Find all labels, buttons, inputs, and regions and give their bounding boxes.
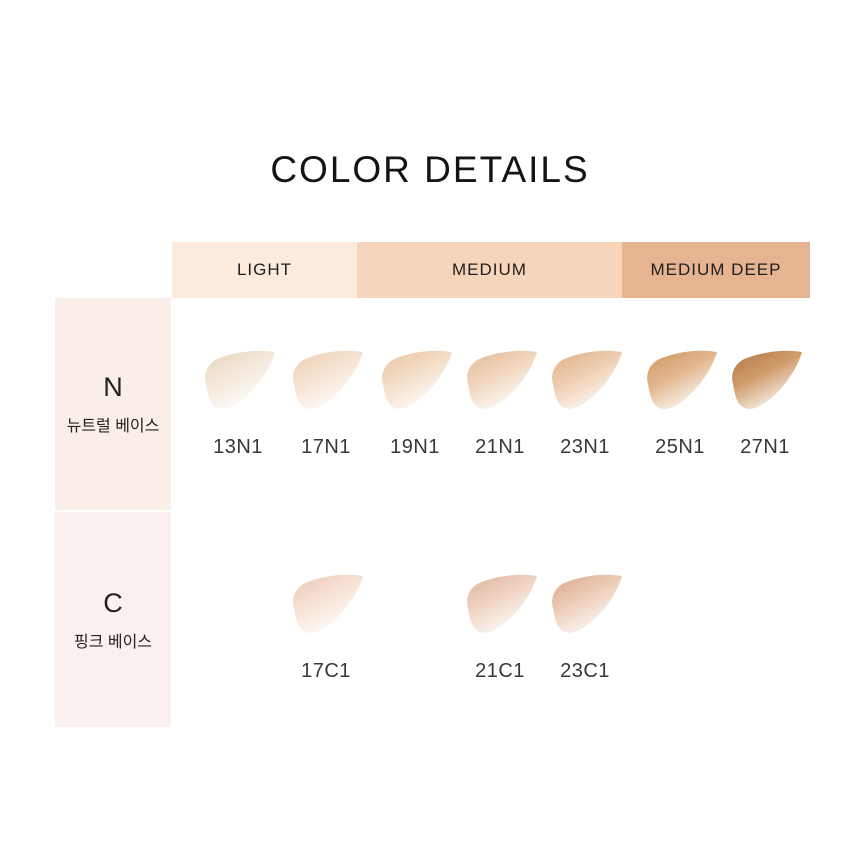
foundation-smear-icon (293, 574, 363, 633)
swatch-27N1: 27N1 (722, 346, 808, 459)
shade-depth-header: LIGHT MEDIUM MEDIUM DEEP (172, 242, 810, 298)
shade-code: 19N1 (390, 436, 440, 458)
shade-code: 21C1 (475, 660, 525, 682)
row-subtitle-pink: 핑크 베이스 (73, 633, 153, 651)
row-letter-c: C (103, 587, 123, 618)
shade-code: 17N1 (301, 436, 351, 458)
row-letter-n: N (103, 372, 123, 402)
swatch-25N1: 25N1 (637, 346, 723, 459)
foundation-smear-icon (552, 350, 622, 409)
foundation-smear-icon (205, 350, 275, 409)
shade-code: 17C1 (301, 660, 351, 682)
swatch-23N1: 23N1 (542, 346, 628, 459)
shade-code: 21N1 (475, 436, 525, 458)
band-light-label: LIGHT (236, 260, 293, 279)
shade-code: 13N1 (213, 436, 263, 458)
foundation-smear-icon (467, 350, 537, 409)
page-title: COLOR DETAILS (270, 149, 590, 190)
foundation-smear-icon (467, 574, 537, 633)
shade-code: 23N1 (560, 436, 610, 458)
foundation-smear-icon (552, 574, 622, 633)
swatch-17N1: 17N1 (283, 346, 369, 459)
swatch-19N1: 19N1 (372, 346, 458, 459)
swatch-23C1: 23C1 (542, 570, 628, 683)
foundation-smear-icon (382, 350, 452, 409)
band-light: LIGHT (172, 242, 357, 298)
band-medium-label: MEDIUM (452, 260, 527, 279)
row-subtitle-neutral: 뉴트럴 베이스 (66, 418, 160, 435)
foundation-smear-icon (647, 350, 717, 409)
swatch-13N1: 13N1 (195, 346, 281, 459)
swatch-17C1: 17C1 (283, 570, 369, 683)
swatch-21C1: 21C1 (457, 570, 543, 683)
swatch-21N1: 21N1 (457, 346, 543, 459)
row-header-neutral-base: N 뉴트럴 베이스 (55, 298, 171, 510)
band-medium-deep-label: MEDIUM DEEP (650, 260, 782, 279)
shade-code: 25N1 (655, 436, 705, 458)
band-medium: MEDIUM (357, 242, 622, 298)
band-medium-deep: MEDIUM DEEP (622, 242, 810, 298)
foundation-smear-icon (732, 350, 802, 409)
shade-code: 27N1 (740, 436, 790, 458)
shade-code: 23C1 (560, 660, 610, 682)
row-header-pink-base: C 핑크 베이스 (55, 512, 171, 727)
foundation-smear-icon (293, 350, 363, 409)
